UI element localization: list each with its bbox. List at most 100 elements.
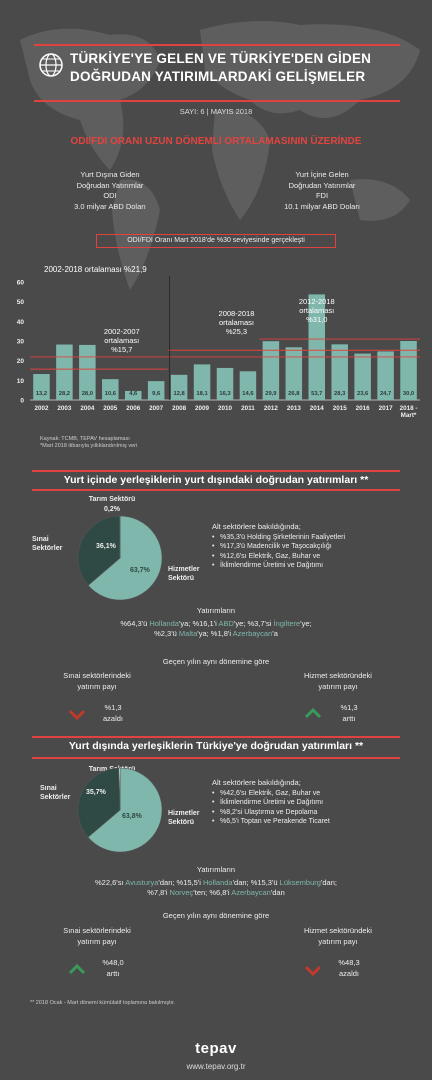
tepav-logo: tepav (195, 1040, 237, 1057)
pie-slice (87, 515, 163, 601)
outward-subhead: Alt sektörlere bakıldığında; (212, 778, 301, 787)
cmp-line: Hizmet sektöründeki (304, 926, 372, 935)
y-tick-label: 20 (17, 358, 25, 365)
sinai-label-2: Sektörler (40, 794, 71, 801)
outward-compare-head: Geçen yılın aynı dönemine göre (162, 911, 270, 920)
bar-value-label: 23,6 (357, 391, 369, 397)
inv-country: Hollanda (202, 877, 233, 887)
outward-bullet: %6,5'i Toptan ve Perakende Ticaret (212, 817, 422, 827)
outward-bullet: %8,2'si Ulaştırma ve Depolama (212, 808, 422, 818)
pie2-hizmet-value: 63,8% (122, 813, 142, 820)
fdi-summary: Yurt İçine Gelen Doğrudan Yatırımlar FDI… (262, 170, 382, 212)
inward-left-compare: Sınai sektörlerindeki yatırım payı (42, 671, 152, 692)
inward-pie-chart (77, 515, 163, 601)
bar-value-label: 12,8 (173, 391, 185, 397)
x-tick-label: 2008 (172, 405, 187, 412)
pie-slice (118, 767, 121, 811)
fdi-line-3: FDI (315, 191, 329, 200)
outward-inv-line1: %22,6'sı Avusturya'dan; %15,5'i Hollanda… (0, 878, 432, 889)
y-tick-label: 10 (17, 378, 25, 385)
inward-inv-line2: %2,3'ü Malta'ya; %1,8'i Azerbaycan'a (0, 629, 432, 640)
cmp-value: %1,3 (340, 703, 358, 712)
bar (400, 341, 417, 400)
x-tick-label: 2002 (34, 405, 49, 412)
x-tick-label: 2006 (126, 405, 141, 412)
bar (354, 353, 371, 400)
source-note: Kaynak: TCMB, TEPAV hesaplaması *Mart 20… (40, 436, 137, 450)
cmp-line: yatırım payı (318, 936, 358, 946)
inv-text: 'dan; (320, 877, 337, 887)
outward-inv-line2: %7,8'i Norveç'ten; %6,8'i Azerbaycan'dan (0, 888, 432, 899)
bar (239, 371, 257, 400)
y-tick-label: 0 (20, 398, 24, 405)
fdi-line-4: 10.1 milyar ABD Doları (284, 201, 360, 211)
x-tick-label: Mart* (401, 412, 417, 419)
section1-title: Yurt içinde yerleşiklerin yurt dışındaki… (63, 474, 369, 486)
cmp-line: Hizmet sektöründeki (304, 671, 372, 680)
inv-country: Malta (178, 629, 198, 638)
outward-left-value: %48,0 arttı (98, 958, 128, 979)
bar (377, 351, 394, 400)
inward-inv-line1: %64,3'ü Hollanda'ya; %16,1'i ABD'ye; %3,… (0, 619, 432, 630)
footer-url[interactable]: www.tepav.org.tr (186, 1062, 246, 1071)
odi-line-4: 3.0 milyar ABD Doları (74, 201, 146, 211)
headline: ODI/FDI ORANI UZUN DÖNEMLİ ORTALAMASININ… (70, 136, 362, 147)
hizmet-label: Hizmetler Sektörü (168, 809, 200, 827)
average-label: 2012-2018 (299, 297, 335, 306)
outward-right-compare: Hizmet sektöründeki yatırım payı (278, 926, 398, 947)
section1-top-rule (32, 470, 400, 472)
outward-right-value: %48,3 azaldı (334, 958, 364, 979)
bar-value-label: 18,1 (196, 391, 208, 397)
bar (56, 344, 73, 400)
inward-right-compare: Hizmet sektöründeki yatırım payı (278, 671, 398, 692)
cmp-value: %1,3 (104, 703, 122, 712)
x-tick-label: 2012 (264, 405, 279, 412)
sinai-label-2: Sektörler (32, 545, 63, 552)
odi-line-2: Doğrudan Yatırımlar (76, 180, 144, 190)
x-tick-label: 2005 (103, 405, 118, 412)
bar-value-label: 4,6 (129, 391, 138, 397)
x-tick-label: 2011 (241, 405, 255, 412)
inv-country: ABD (218, 618, 234, 628)
sinai-label-1: Sınai (32, 536, 49, 543)
cmp-line: Sınai sektörlerindeki (63, 671, 131, 680)
y-tick-label: 30 (17, 339, 25, 346)
x-tick-label: 2003 (57, 405, 72, 412)
sinai-label: Sınai Sektörler (32, 535, 62, 553)
pie-slice (77, 767, 121, 838)
inv-text: 'ye; (300, 618, 312, 628)
title-frame (34, 44, 400, 102)
inv-text: 'ya; %16,1'i (178, 618, 219, 628)
bar-value-label: 14,6 (242, 391, 254, 397)
inv-text: 'ten; %6,8'i (193, 888, 232, 897)
inward-bullet: %17,3'ü Madencilik ve Taşocakçılığı (212, 542, 422, 552)
hizmet-label-2: Sektörü (168, 819, 195, 826)
average-label: %15,7 (111, 345, 132, 354)
cmp-line: yatırım payı (77, 681, 117, 691)
fdi-line-2: Doğrudan Yatırımlar (288, 180, 356, 190)
bar-value-label: 53,7 (311, 391, 322, 397)
pie-slice (87, 767, 163, 853)
inv-text: 'dan (270, 888, 285, 897)
bar-value-label: 29,9 (265, 391, 277, 397)
hizmet-label-1: Hizmetler (168, 810, 200, 817)
bar-value-label: 13,2 (36, 391, 47, 397)
outward-bullet-cont: İklimlendirme Üretimi ve Dağıtımı (212, 798, 422, 808)
cmp-direction: arttı (342, 713, 356, 723)
inv-text: 'a (272, 629, 278, 638)
average-label: ortalaması (104, 336, 139, 345)
bar-value-label: 10,6 (105, 391, 117, 397)
inward-investments: Yatırımların %64,3'ü Hollanda'ya; %16,1'… (0, 606, 432, 640)
issue-label: SAYI: 6 | MAYIS 2018 (179, 107, 253, 116)
average-label: 2002-2007 (104, 327, 140, 336)
inv-country: Azerbaycan (231, 888, 271, 897)
page-title: TÜRKİYE'YE GELEN VE TÜRKİYE'DEN GİDEN DO… (70, 50, 390, 86)
inv-text: 'ya; %1,8'i (197, 629, 233, 638)
pie1-hizmet-value: 63,7% (130, 567, 150, 574)
outward-inv-head: Yatırımların (196, 865, 236, 874)
section1-bottom-rule (32, 489, 400, 491)
bar-value-label: 30,0 (403, 391, 414, 397)
source-line-1: Kaynak: TCMB, TEPAV hesaplaması (40, 436, 130, 442)
y-tick-label: 40 (17, 319, 25, 326)
fdi-line-1: Yurt İçine Gelen (295, 170, 349, 179)
